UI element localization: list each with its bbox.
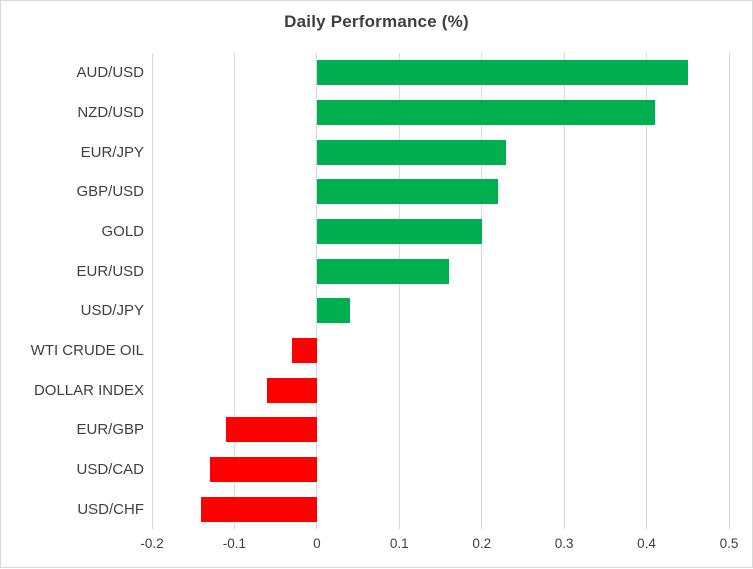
tick-label: 0.5 [719,536,739,551]
category-label: USD/CHF [77,500,144,518]
category-axis-labels: AUD/USD NZD/USD EUR/JPY GBP/USD GOLD EUR/USD U… [1,53,144,529]
bar-gold [316,219,482,244]
bar-dollar-index [267,377,317,403]
bar-eur-usd [316,258,449,284]
category-label: AUD/USD [76,64,144,82]
gridline [481,53,483,529]
gridline [151,53,153,529]
bar-usd-cad [209,457,317,482]
plot-area [151,53,730,529]
bar-aud-usd [316,60,688,86]
category-label: NZD/USD [77,103,144,121]
chart-title: Daily Performance (%) [284,12,469,31]
bar-gbp-usd [316,179,499,205]
gridline [563,53,565,529]
bar-eur-jpy [316,139,507,165]
gridline [728,53,730,529]
tick-label: -0.1 [222,536,247,551]
category-label: DOLLAR INDEX [33,381,144,399]
gridline [646,53,648,529]
tick-label: 0.3 [554,536,574,551]
category-label: USD/CAD [76,460,144,478]
bar-usd-jpy [316,298,350,324]
category-label: GOLD [101,222,144,240]
bar-wti-crude-oil [292,338,317,363]
gridline [398,53,400,529]
gridline [233,53,235,529]
category-label: USD/JPY [80,302,144,320]
tick-label: 0.2 [472,536,492,551]
category-label: EUR/JPY [80,143,144,161]
gridline [316,53,318,529]
tick-label: 0 [313,536,321,551]
category-label: EUR/GBP [76,421,144,439]
category-label: EUR/USD [76,262,144,280]
category-label: GBP/USD [76,183,144,201]
tick-label: 0.1 [389,536,409,551]
tick-label: -0.2 [140,536,164,551]
tick-label: 0.4 [637,536,656,551]
bar-usd-chf [201,496,317,522]
value-axis-labels: -0.2 -0.1 0 0.1 0.2 0.3 0.4 0.5 [1,536,752,556]
bar-eur-gbp [226,417,317,443]
category-label: WTI CRUDE OIL [30,341,144,359]
bar-nzd-usd [316,100,655,125]
